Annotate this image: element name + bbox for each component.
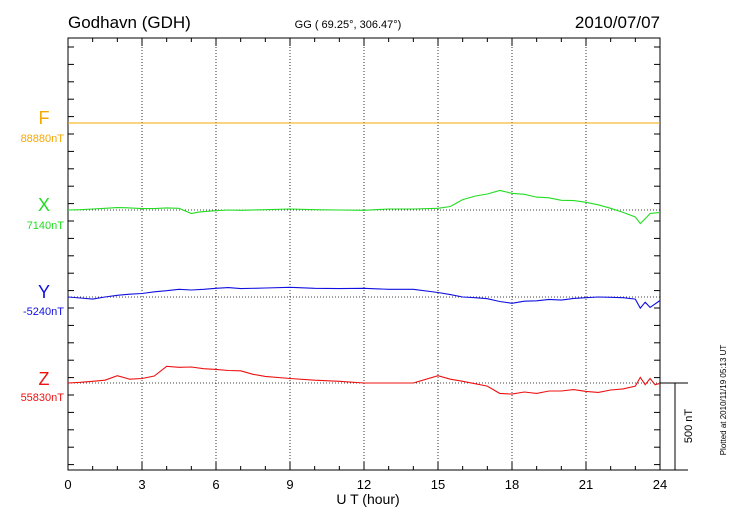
channel-name-y: Y — [38, 282, 50, 302]
scale-bar: 500 nT — [660, 382, 695, 471]
scale-bar-label: 500 nT — [683, 409, 695, 444]
baseline-value-f: 88880nT — [21, 133, 65, 145]
series-lines — [67, 122, 661, 395]
channel-name-x: X — [38, 195, 50, 215]
axis-ticks — [67, 38, 661, 470]
x-tick-label: 9 — [286, 477, 293, 492]
x-tick-label: 24 — [653, 477, 667, 492]
channel-name-z: Z — [39, 369, 50, 389]
x-tick-label: 21 — [579, 477, 593, 492]
x-tick-label: 3 — [138, 477, 145, 492]
x-tick-label: 15 — [431, 477, 445, 492]
station-coordinates: GG ( 69.25°, 306.47°) — [295, 19, 402, 31]
baseline-value-x: 7140nT — [27, 220, 65, 232]
baseline-value-z: 55830nT — [21, 392, 65, 404]
station-title: Godhavn (GDH) — [68, 13, 191, 32]
series-line-z — [67, 365, 661, 395]
x-tick-label: 0 — [64, 477, 71, 492]
x-tick-label: 6 — [212, 477, 219, 492]
series-line-x — [67, 189, 661, 225]
vertical-grid — [141, 38, 587, 470]
series-line-y — [67, 286, 661, 310]
channel-name-f: F — [39, 108, 50, 128]
plotted-timestamp: Plotted at 2010/11/19 05:13 UT — [719, 345, 728, 456]
x-tick-label: 18 — [505, 477, 519, 492]
channel-labels: F 88880nT X 7140nT Y -5240nT Z 55830nT — [21, 108, 65, 404]
baseline-value-y: -5240nT — [23, 306, 64, 318]
x-tick-label: 12 — [357, 477, 371, 492]
plot-date: 2010/07/07 — [575, 13, 660, 32]
x-axis-label: U T (hour) — [336, 491, 399, 507]
x-tick-labels: 0 3 6 9 12 15 18 21 24 — [64, 477, 667, 492]
